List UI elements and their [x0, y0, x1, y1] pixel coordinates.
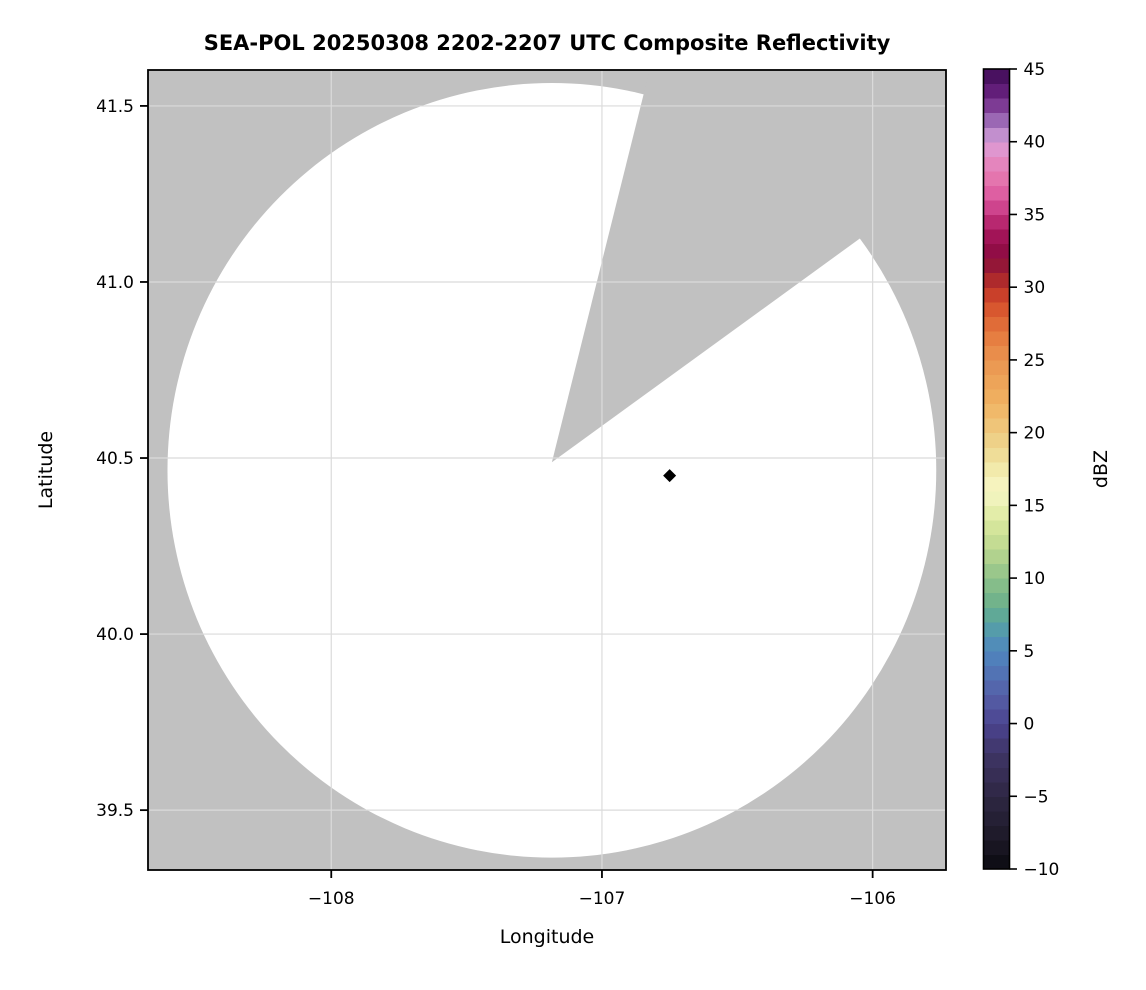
colorbar-tick-label: 40 [1024, 133, 1046, 153]
colorbar-segment [983, 461, 1010, 477]
colorbar-segment [983, 636, 1010, 652]
colorbar-tick-label: −5 [1024, 787, 1049, 807]
colorbar-segment [983, 796, 1010, 812]
x-tick-label: −107 [579, 889, 626, 909]
colorbar-segment [983, 752, 1010, 768]
colorbar-segment [983, 316, 1010, 332]
colorbar-tick-label: 25 [1024, 351, 1046, 371]
colorbar-segment [983, 767, 1010, 783]
colorbar-tick-label: 35 [1024, 205, 1046, 225]
colorbar-segment [983, 156, 1010, 172]
colorbar-segment [983, 112, 1010, 128]
colorbar-segment [983, 825, 1010, 841]
colorbar-segment [983, 607, 1010, 623]
colorbar-segment [983, 534, 1010, 550]
colorbar-segment [983, 476, 1010, 492]
colorbar-segment [983, 258, 1010, 274]
plot-frame [147, 69, 947, 871]
colorbar-segment [983, 679, 1010, 696]
colorbar-segment [983, 563, 1010, 579]
colorbar-segment [983, 301, 1010, 317]
colorbar-segment [983, 69, 1010, 85]
missing-sector-wedge [551, 70, 946, 463]
plot-title: SEA-POL 20250308 2202-2207 UTC Composite… [203, 31, 891, 55]
colorbar-segment [983, 403, 1010, 419]
colorbar-segment [983, 141, 1010, 157]
colorbar-tick-label: 10 [1024, 569, 1046, 589]
colorbar-segment [983, 287, 1010, 303]
colorbar-segment [983, 214, 1010, 230]
colorbar-segment [983, 229, 1010, 245]
colorbar-tick-label: 0 [1024, 715, 1035, 735]
colorbar-segment [983, 665, 1010, 681]
colorbar-segment [983, 359, 1010, 376]
colorbar-segment [983, 243, 1010, 259]
radar-marker [663, 469, 677, 483]
colorbar-segment [983, 98, 1010, 114]
colorbar-segment [983, 694, 1010, 710]
colorbar-tick-label: 30 [1024, 278, 1046, 298]
colorbar-segment [983, 709, 1010, 725]
colorbar-segment [983, 621, 1010, 637]
colorbar-segment [983, 839, 1010, 856]
colorbar-tick-label: 20 [1024, 424, 1046, 444]
colorbar-segment [983, 272, 1010, 288]
colorbar-segment [983, 650, 1010, 666]
y-tick-label: 40.0 [96, 625, 134, 645]
colorbar-segment [983, 170, 1010, 186]
colorbar-segment [983, 505, 1010, 521]
colorbar-segment [983, 199, 1010, 216]
colorbar-segment [983, 723, 1010, 739]
y-tick-label: 39.5 [96, 801, 134, 821]
y-axis-label: Latitude [35, 430, 57, 510]
colorbar-tick-label: 15 [1024, 496, 1046, 516]
colorbar-segment [983, 345, 1010, 361]
colorbar-segment [983, 854, 1010, 870]
colorbar-segment [983, 549, 1010, 565]
y-tick-label: 40.5 [96, 449, 134, 469]
colorbar-segment [983, 490, 1010, 506]
colorbar-segment [983, 83, 1010, 99]
colorbar-segment [983, 127, 1010, 143]
y-tick-label: 41.0 [96, 273, 134, 293]
colorbar-segment [983, 519, 1010, 536]
colorbar-segment [983, 389, 1010, 405]
colorbar-segment [983, 738, 1010, 754]
colorbar-segment [983, 330, 1010, 346]
colorbar-segment [983, 432, 1010, 448]
colorbar-tick-label: 5 [1024, 642, 1035, 662]
x-axis-label: Longitude [499, 926, 595, 948]
x-tick-label: −108 [308, 889, 355, 909]
colorbar-tick-label: −10 [1024, 860, 1060, 880]
colorbar-segment [983, 578, 1010, 594]
colorbar-segment [983, 810, 1010, 826]
y-tick-label: 41.5 [96, 97, 134, 117]
colorbar-segment [983, 418, 1010, 434]
colorbar-segment [983, 185, 1010, 201]
colorbar-frame [982, 68, 1011, 870]
colorbar-segment [983, 374, 1010, 390]
colorbar-tick-label: 45 [1024, 60, 1046, 80]
colorbar-segment [983, 447, 1010, 463]
x-tick-label: −106 [849, 889, 896, 909]
colorbar-segment [983, 592, 1010, 608]
colorbar-label: dBZ [1090, 449, 1112, 489]
colorbar-segment [983, 781, 1010, 797]
